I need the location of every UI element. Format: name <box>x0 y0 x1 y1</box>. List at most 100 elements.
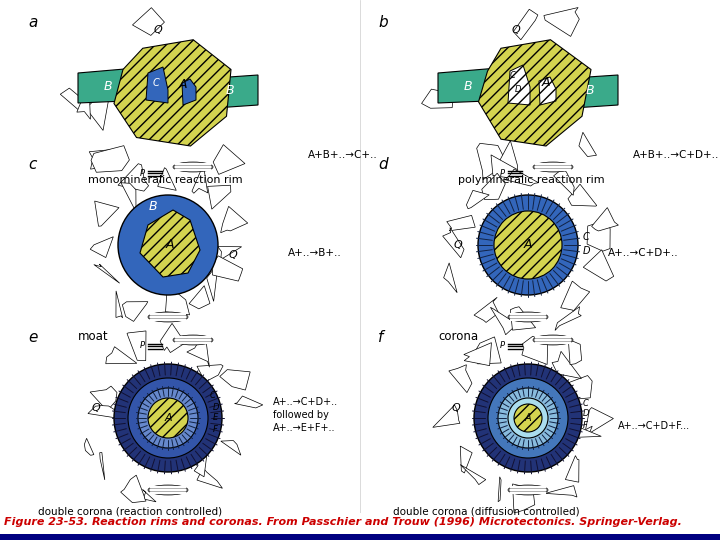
Text: C: C <box>583 399 589 408</box>
Polygon shape <box>91 146 130 172</box>
Polygon shape <box>508 65 530 105</box>
Ellipse shape <box>173 162 213 172</box>
Text: B: B <box>225 84 234 98</box>
Circle shape <box>474 364 582 472</box>
Text: double corona (reaction controlled): double corona (reaction controlled) <box>38 506 222 516</box>
Text: moat: moat <box>78 330 109 343</box>
Polygon shape <box>213 145 245 174</box>
Text: monomineralic reaction rim: monomineralic reaction rim <box>88 175 243 185</box>
Polygon shape <box>568 184 597 206</box>
Polygon shape <box>421 89 453 108</box>
Circle shape <box>514 404 542 432</box>
Polygon shape <box>78 67 150 103</box>
Text: A: A <box>541 77 550 90</box>
Polygon shape <box>99 453 105 480</box>
Ellipse shape <box>148 312 188 322</box>
Text: P: P <box>140 168 145 178</box>
Polygon shape <box>158 168 176 191</box>
Polygon shape <box>127 331 146 361</box>
Polygon shape <box>220 206 248 233</box>
Text: B: B <box>464 80 472 93</box>
Polygon shape <box>186 75 258 110</box>
Text: Q: Q <box>512 25 521 35</box>
Polygon shape <box>86 100 109 131</box>
Text: B: B <box>149 200 157 213</box>
Polygon shape <box>121 475 146 503</box>
Polygon shape <box>197 468 222 488</box>
Polygon shape <box>160 323 185 353</box>
Polygon shape <box>496 140 518 171</box>
Polygon shape <box>207 271 217 301</box>
Polygon shape <box>446 215 475 231</box>
Text: A: A <box>179 78 187 91</box>
Text: A+..→B+..: A+..→B+.. <box>288 248 342 258</box>
Polygon shape <box>140 210 200 277</box>
Polygon shape <box>193 453 207 477</box>
Text: followed by: followed by <box>273 410 329 420</box>
Polygon shape <box>583 250 613 281</box>
Text: A+B+..→C+D+..: A+B+..→C+D+.. <box>633 150 719 160</box>
Text: A: A <box>166 239 174 252</box>
Polygon shape <box>552 352 582 379</box>
Polygon shape <box>572 428 601 437</box>
Polygon shape <box>513 484 535 512</box>
Polygon shape <box>498 477 501 502</box>
Text: polymineralic reaction rim: polymineralic reaction rim <box>458 175 605 185</box>
Polygon shape <box>544 8 580 36</box>
Polygon shape <box>235 396 263 408</box>
Polygon shape <box>561 281 590 311</box>
Polygon shape <box>60 88 93 111</box>
Ellipse shape <box>148 485 188 495</box>
Polygon shape <box>122 302 148 321</box>
Polygon shape <box>146 67 168 103</box>
Polygon shape <box>449 364 472 393</box>
Polygon shape <box>116 291 122 318</box>
Text: Q: Q <box>91 403 100 413</box>
Circle shape <box>494 211 562 279</box>
Polygon shape <box>513 9 538 40</box>
Circle shape <box>508 398 548 438</box>
Polygon shape <box>118 164 148 191</box>
Circle shape <box>128 378 208 458</box>
Text: A: A <box>523 239 532 252</box>
Polygon shape <box>114 40 231 146</box>
Polygon shape <box>94 201 119 226</box>
Text: e: e <box>28 330 37 345</box>
Polygon shape <box>467 191 489 209</box>
Polygon shape <box>587 220 610 251</box>
Polygon shape <box>546 485 577 497</box>
Polygon shape <box>166 293 189 315</box>
Text: double corona (diffusion controlled): double corona (diffusion controlled) <box>393 506 580 516</box>
Polygon shape <box>555 307 581 330</box>
Polygon shape <box>220 369 250 390</box>
Text: A+..→C+D+F...: A+..→C+D+F... <box>618 421 690 431</box>
Text: Q: Q <box>153 25 163 35</box>
Circle shape <box>118 195 218 295</box>
Text: C: C <box>510 71 516 79</box>
Text: f: f <box>378 330 383 345</box>
Polygon shape <box>186 338 210 367</box>
Text: A+..→C+D+..: A+..→C+D+.. <box>273 397 338 407</box>
Text: F: F <box>583 421 588 429</box>
Polygon shape <box>474 298 498 322</box>
Text: B: B <box>585 84 594 98</box>
Polygon shape <box>217 247 242 260</box>
Text: a: a <box>28 15 37 30</box>
Text: Q: Q <box>451 403 460 413</box>
Polygon shape <box>482 173 505 200</box>
Text: A+..→C+D+..: A+..→C+D+.. <box>608 248 679 258</box>
Polygon shape <box>477 143 507 180</box>
Polygon shape <box>479 40 591 146</box>
Text: P: P <box>140 341 145 350</box>
Text: C: C <box>153 78 159 88</box>
Polygon shape <box>212 256 243 281</box>
Polygon shape <box>570 375 592 399</box>
Text: D: D <box>213 402 220 411</box>
Polygon shape <box>554 168 574 195</box>
Polygon shape <box>221 441 241 455</box>
Polygon shape <box>90 386 117 411</box>
Text: C: C <box>210 392 216 401</box>
Polygon shape <box>192 165 208 193</box>
Text: D: D <box>583 409 590 418</box>
Polygon shape <box>90 237 113 258</box>
